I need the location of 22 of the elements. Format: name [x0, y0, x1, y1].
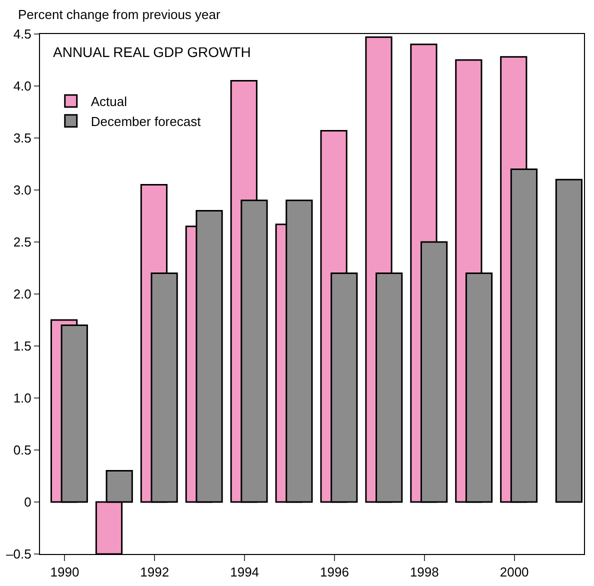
- y-tick-label: 3.0: [13, 182, 32, 198]
- bar: [555, 178, 582, 503]
- x-tick-label: 1990: [50, 564, 80, 580]
- y-tick-label: 2.0: [13, 286, 32, 302]
- y-tick-label: 4.0: [13, 78, 32, 94]
- y-tick-label: 2.5: [13, 234, 32, 250]
- legend-label: Actual: [90, 94, 128, 110]
- x-tick-label: 1994: [230, 564, 260, 580]
- x-tick-label: 1998: [410, 564, 439, 580]
- y-tick-label: 4.5: [13, 26, 32, 42]
- y-tick-label: 0: [24, 494, 32, 510]
- y-tick-label: 3.5: [13, 130, 32, 146]
- y-axis-title: Percent change from previous year: [18, 7, 221, 22]
- y-tick-label: –0.5: [6, 546, 32, 562]
- legend-label: December forecast: [90, 114, 202, 129]
- text: ANNUAL REAL GDP GROWTH: [53, 44, 251, 60]
- x-tick-label: 1996: [320, 564, 349, 580]
- y-tick-label: 0.5: [13, 442, 32, 458]
- y-tick-label: 1.0: [13, 390, 32, 406]
- x-tick-label: 1992: [140, 564, 170, 580]
- x-tick-label: 2000: [500, 564, 529, 580]
- y-tick-label: 1.5: [13, 338, 32, 354]
